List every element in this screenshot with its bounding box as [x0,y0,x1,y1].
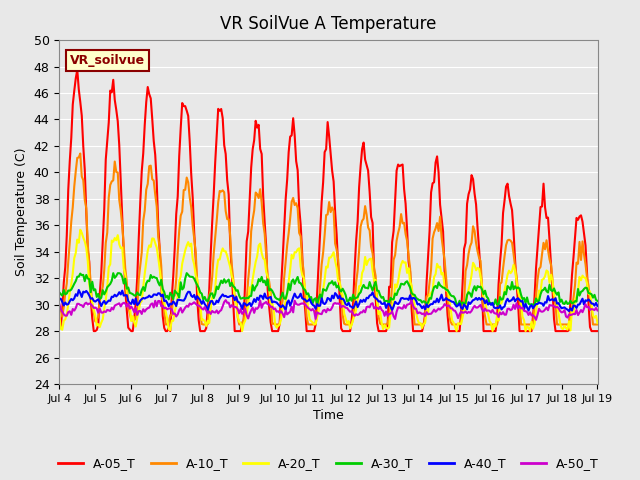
X-axis label: Time: Time [313,409,344,422]
Y-axis label: Soil Temperature (C): Soil Temperature (C) [15,148,28,276]
Title: VR SoilVue A Temperature: VR SoilVue A Temperature [220,15,436,33]
Legend: A-05_T, A-10_T, A-20_T, A-30_T, A-40_T, A-50_T: A-05_T, A-10_T, A-20_T, A-30_T, A-40_T, … [53,452,604,475]
Text: VR_soilvue: VR_soilvue [70,54,145,67]
